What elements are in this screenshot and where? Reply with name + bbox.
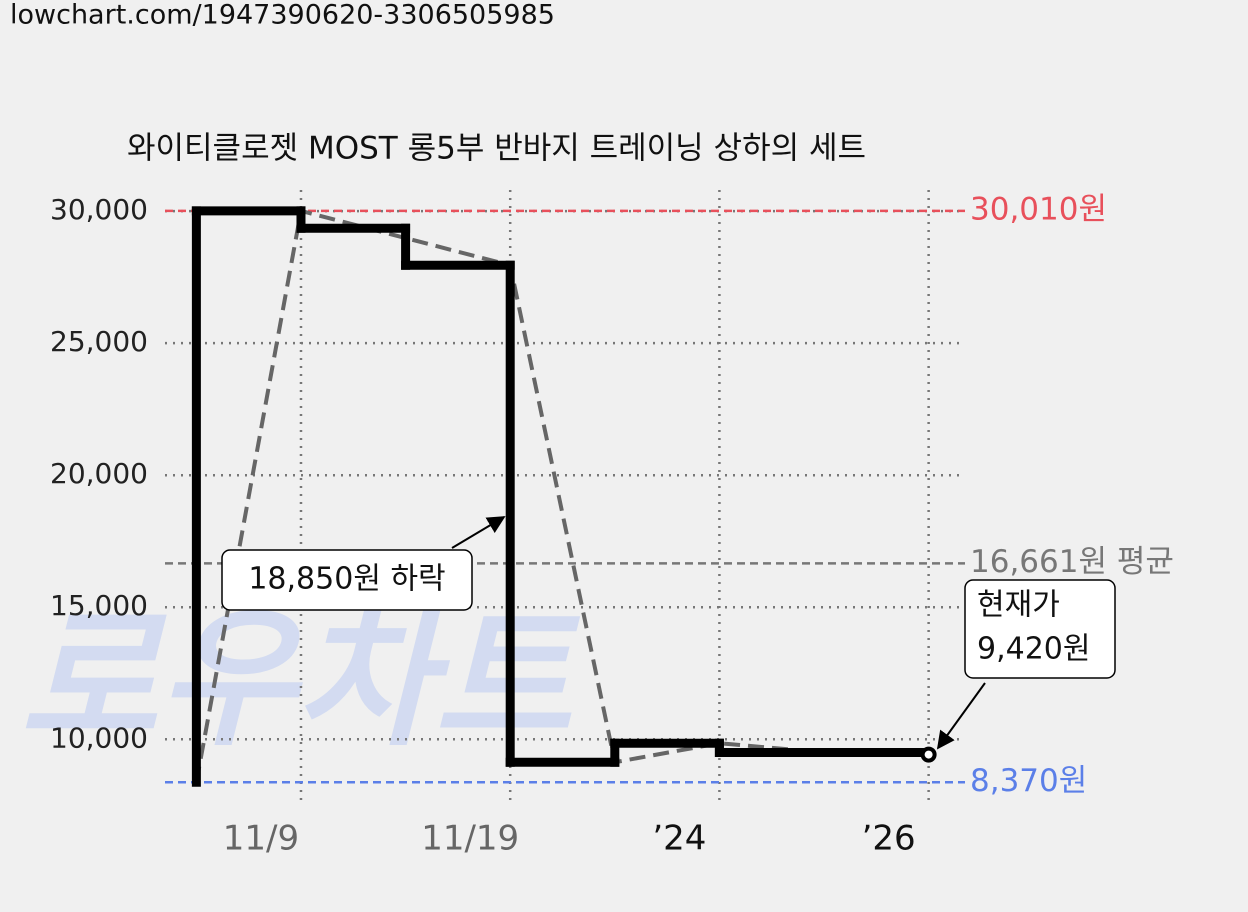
- chart-title: 와이티클로젯 MOST 롱5부 반바지 트레이닝 상하의 세트: [127, 131, 866, 167]
- x-tick-label: ’24: [652, 819, 706, 859]
- y-tick-label: 10,000: [50, 721, 148, 754]
- x-tick-label: 11/19: [421, 819, 519, 859]
- trend-line: [194, 208, 825, 783]
- reference-label: 16,661원 평균: [970, 544, 1174, 580]
- reference-label: 8,370원: [970, 763, 1087, 799]
- annotation-box: [221, 549, 473, 611]
- annotation-box: [964, 579, 1116, 679]
- annotation-arrow: [451, 516, 506, 549]
- x-tick-label: 11/9: [223, 819, 299, 859]
- y-tick-label: 15,000: [50, 589, 148, 622]
- url: lowchart.com/1947390620-3306505985: [10, 0, 555, 31]
- annotation-text: 현재가: [977, 588, 1060, 623]
- current-point: [920, 746, 937, 763]
- reference-label: 30,010원: [970, 191, 1107, 227]
- annotation-text: 9,420원: [977, 632, 1090, 667]
- y-tick-label: 20,000: [50, 457, 148, 490]
- annotation-text: 18,850원 하락: [248, 562, 445, 597]
- annotation-arrow: [936, 682, 986, 750]
- y-tick-label: 30,000: [50, 193, 148, 226]
- x-tick-label: ’26: [862, 819, 916, 859]
- y-tick-label: 25,000: [50, 325, 148, 358]
